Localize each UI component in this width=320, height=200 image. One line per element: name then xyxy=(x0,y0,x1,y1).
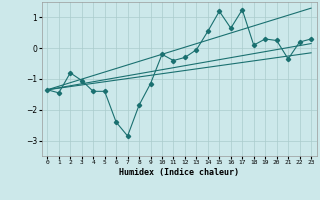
X-axis label: Humidex (Indice chaleur): Humidex (Indice chaleur) xyxy=(119,168,239,177)
